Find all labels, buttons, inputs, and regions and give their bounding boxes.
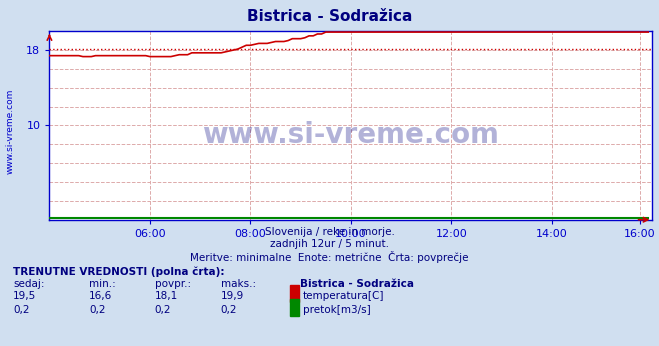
Text: sedaj:: sedaj: [13,279,45,289]
Text: min.:: min.: [89,279,116,289]
Text: 19,9: 19,9 [221,291,244,301]
Text: Bistrica - Sodražica: Bistrica - Sodražica [300,279,414,289]
Text: 0,2: 0,2 [89,305,105,315]
Text: 16,6: 16,6 [89,291,112,301]
Text: Meritve: minimalne  Enote: metrične  Črta: povprečje: Meritve: minimalne Enote: metrične Črta:… [190,251,469,263]
Text: www.si-vreme.com: www.si-vreme.com [5,89,14,174]
Text: 0,2: 0,2 [155,305,171,315]
Text: 18,1: 18,1 [155,291,178,301]
Text: www.si-vreme.com: www.si-vreme.com [202,121,500,149]
Text: 0,2: 0,2 [221,305,237,315]
Text: TRENUTNE VREDNOSTI (polna črta):: TRENUTNE VREDNOSTI (polna črta): [13,266,225,277]
Text: pretok[m3/s]: pretok[m3/s] [303,305,371,315]
Text: 19,5: 19,5 [13,291,36,301]
Text: Slovenija / reke in morje.: Slovenija / reke in morje. [264,227,395,237]
Text: temperatura[C]: temperatura[C] [303,291,385,301]
Text: Bistrica - Sodražica: Bistrica - Sodražica [247,9,412,24]
Text: zadnjih 12ur / 5 minut.: zadnjih 12ur / 5 minut. [270,239,389,249]
Text: maks.:: maks.: [221,279,256,289]
Text: 0,2: 0,2 [13,305,30,315]
Text: povpr.:: povpr.: [155,279,191,289]
